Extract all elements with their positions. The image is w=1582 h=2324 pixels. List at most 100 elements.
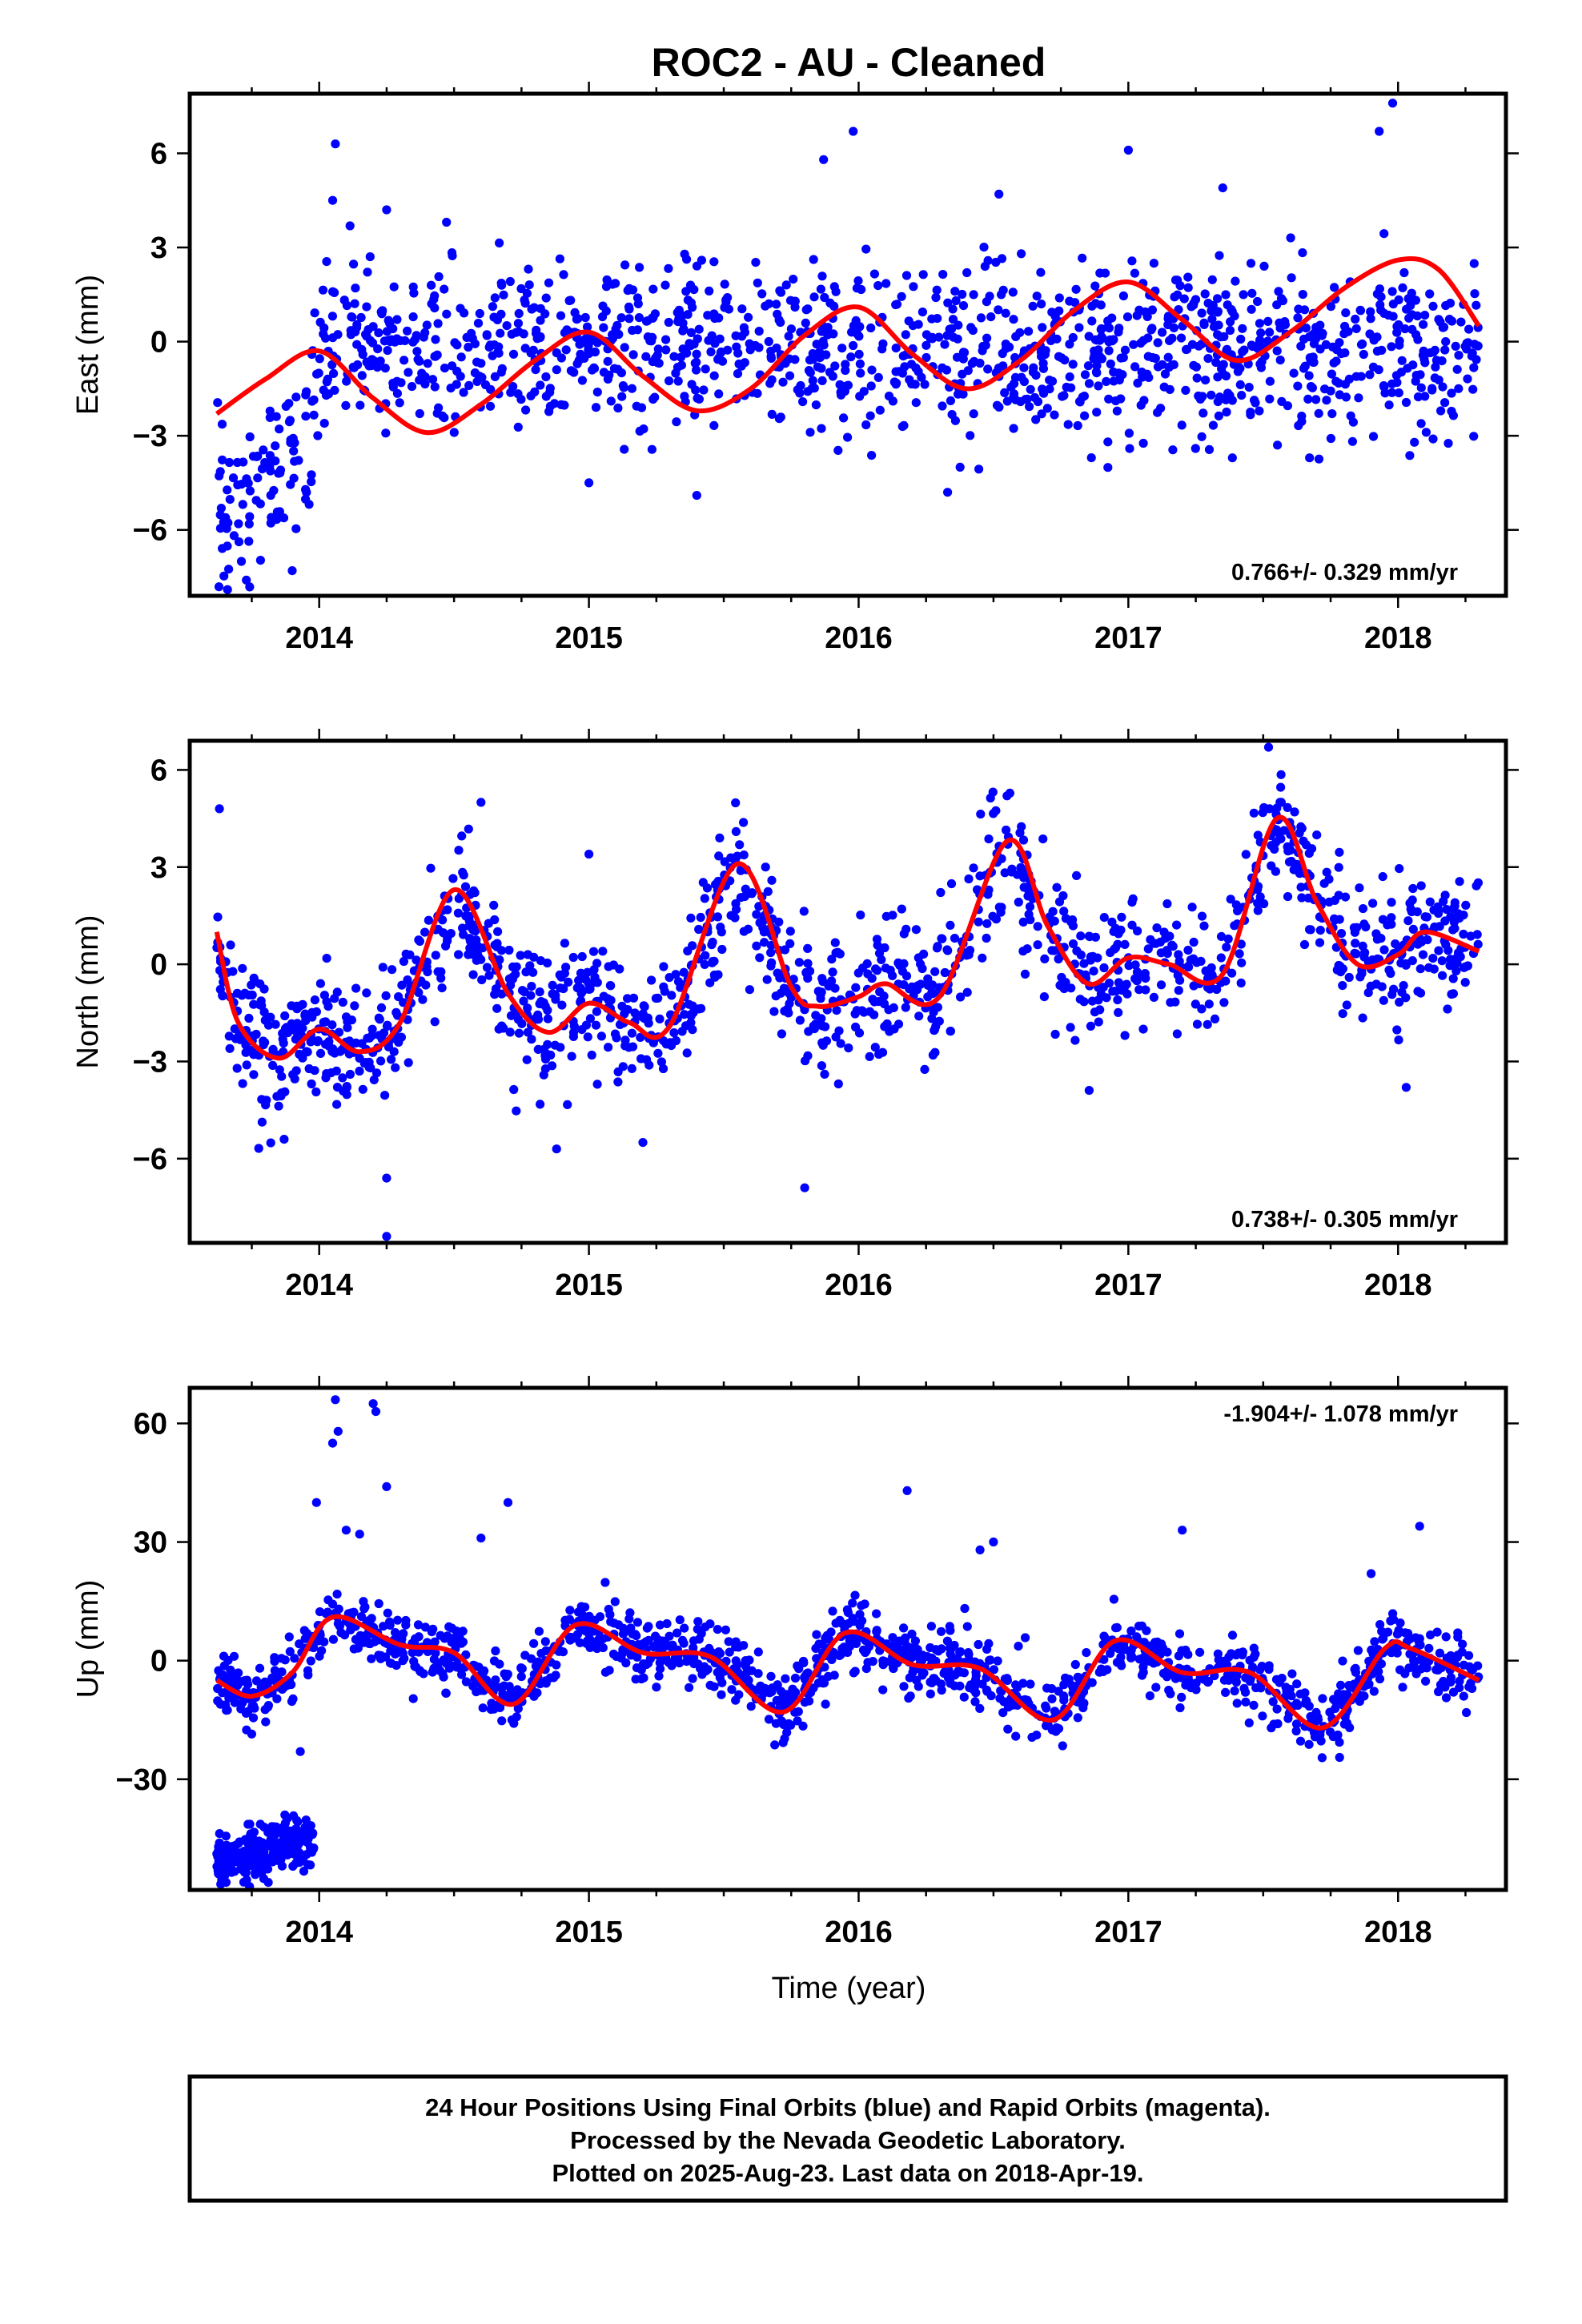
data-point [322, 257, 331, 267]
data-point [790, 302, 800, 312]
data-point [776, 287, 786, 297]
data-point [1010, 352, 1020, 363]
data-point [913, 953, 923, 963]
data-point [717, 1678, 727, 1687]
data-point [298, 999, 307, 1009]
data-point [1112, 406, 1122, 416]
data-point [601, 282, 612, 292]
data-point [963, 366, 973, 376]
data-point [408, 1694, 418, 1703]
data-point [1255, 338, 1264, 348]
data-point [563, 1100, 572, 1109]
data-point [686, 913, 696, 923]
data-point [1387, 919, 1396, 929]
data-point [717, 1690, 726, 1699]
data-point [1140, 1655, 1150, 1665]
data-point [456, 1638, 466, 1648]
data-point [224, 1031, 234, 1041]
data-point [356, 312, 366, 323]
x-tick-label: 2014 [285, 1916, 353, 1949]
data-point [1304, 1701, 1314, 1711]
data-point [1009, 424, 1018, 433]
data-point [956, 1647, 966, 1657]
y-tick-label: 0 [151, 948, 167, 982]
data-point [745, 1655, 754, 1665]
data-point [1118, 352, 1128, 363]
data-point [394, 1037, 404, 1047]
y-tick-label: 30 [134, 1526, 167, 1560]
data-point [356, 1612, 367, 1622]
data-point [1087, 301, 1097, 311]
data-point [854, 349, 864, 359]
data-point [615, 1019, 625, 1029]
data-point [994, 189, 1004, 199]
data-point [1367, 1569, 1376, 1578]
data-point [526, 348, 536, 358]
data-point [1059, 1680, 1069, 1690]
data-point [345, 221, 355, 231]
data-point [398, 1656, 408, 1666]
data-point [497, 989, 507, 999]
data-point [1009, 315, 1018, 324]
data-point [820, 1069, 829, 1079]
data-point [1377, 982, 1387, 991]
data-point [277, 1072, 287, 1081]
data-point [819, 1678, 829, 1688]
data-point [1219, 1656, 1229, 1666]
data-point [1305, 925, 1315, 935]
data-point [1327, 369, 1336, 379]
data-point [1468, 1665, 1477, 1675]
data-point [581, 1020, 592, 1030]
data-point [733, 851, 742, 861]
data-point [1125, 444, 1134, 453]
data-point [714, 1647, 724, 1657]
data-point [655, 1014, 665, 1023]
data-point [1376, 934, 1386, 943]
y-axis-label: East (mm) [71, 275, 105, 415]
data-point [1448, 989, 1458, 999]
data-point [566, 366, 576, 376]
data-point [473, 951, 484, 961]
data-point [449, 428, 459, 437]
data-point [774, 316, 784, 325]
data-point [1170, 997, 1180, 1007]
data-point [1211, 358, 1221, 368]
data-point [270, 1657, 279, 1667]
data-point [525, 961, 535, 971]
data-point [267, 1856, 277, 1865]
data-point [566, 1632, 576, 1642]
data-point [514, 1028, 524, 1038]
data-point [1227, 453, 1237, 463]
data-point [1450, 901, 1460, 911]
data-point [408, 312, 418, 322]
data-point [648, 284, 658, 294]
data-point [448, 361, 457, 371]
data-point [926, 1642, 935, 1653]
data-point [946, 920, 955, 930]
data-point [442, 309, 452, 319]
data-point [1455, 1676, 1464, 1686]
data-point [1106, 948, 1115, 958]
data-point [839, 413, 849, 423]
data-point [397, 980, 407, 990]
data-point [651, 1631, 661, 1641]
data-point [215, 471, 224, 480]
data-point [790, 1707, 800, 1717]
data-point [604, 1043, 613, 1052]
data-point [232, 1063, 242, 1073]
data-point [249, 1701, 259, 1711]
data-point [1336, 1680, 1346, 1690]
data-point [809, 292, 819, 302]
data-point [973, 885, 982, 895]
data-point [560, 968, 570, 978]
data-point [926, 1622, 936, 1631]
data-point [508, 962, 518, 971]
data-point [314, 368, 323, 378]
data-point [775, 1701, 785, 1711]
data-point [1074, 323, 1084, 332]
data-point [901, 330, 910, 340]
data-point [561, 345, 571, 355]
data-point [765, 379, 775, 388]
data-point [994, 903, 1004, 912]
data-point [661, 1641, 672, 1651]
